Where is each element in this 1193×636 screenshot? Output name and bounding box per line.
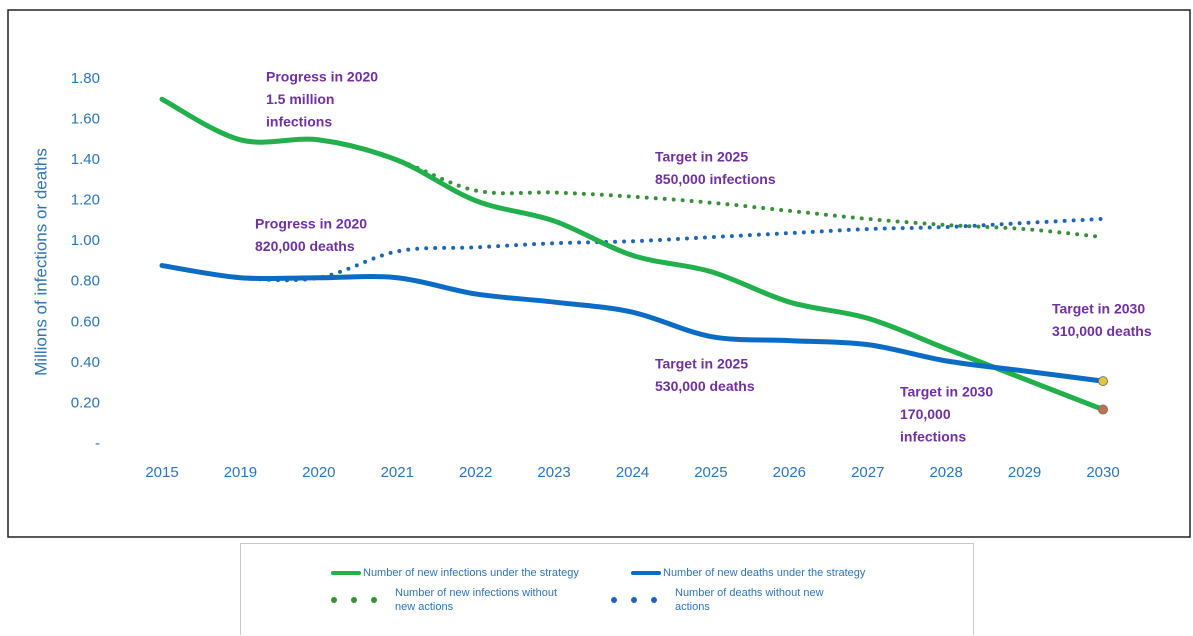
series-line — [160, 216, 1105, 283]
legend-dot — [371, 597, 377, 603]
annotation: Target in 2025 — [655, 149, 748, 165]
legend-dot — [651, 597, 657, 603]
annotation: 820,000 deaths — [255, 238, 355, 254]
x-tick-label: 2029 — [1008, 464, 1041, 481]
x-tick-label: 2027 — [851, 464, 884, 481]
legend-entry: Number of new deaths under the strategy — [631, 566, 865, 580]
x-tick-label: 2020 — [302, 464, 335, 481]
x-tick-label: 2025 — [694, 464, 727, 481]
legend: Number of new infections under the strat… — [240, 543, 974, 635]
legend-swatch — [631, 571, 661, 575]
x-tick-label: 2030 — [1086, 464, 1119, 481]
y-tick-label: 1.60 — [71, 111, 100, 128]
annotation: Progress in 2020 — [255, 216, 367, 232]
y-axis-label: Millions of infections or deaths — [31, 148, 50, 376]
y-tick-label: 1.00 — [71, 232, 100, 249]
chart-frame — [7, 9, 1191, 538]
legend-entry: Number of new infections under the strat… — [331, 566, 579, 580]
x-tick-label: 2015 — [145, 464, 178, 481]
annotation: Progress in 2020 — [266, 69, 378, 85]
annotation: Target in 2030 — [900, 384, 993, 400]
legend-swatch — [611, 597, 657, 603]
series-line — [159, 96, 1106, 413]
x-tick-label: 2023 — [537, 464, 570, 481]
y-tick-label: 0.20 — [71, 394, 100, 411]
y-tick-label: - — [95, 435, 100, 452]
end-marker — [1098, 404, 1108, 415]
series-line — [159, 263, 1106, 384]
legend-dot — [351, 597, 357, 603]
annotation: 530,000 deaths — [655, 378, 755, 394]
legend-entry: Number of deaths without new actions — [611, 586, 840, 614]
annotation: 310,000 deaths — [1052, 323, 1152, 339]
legend-dot — [331, 597, 337, 603]
y-tick-label: 0.80 — [71, 273, 100, 290]
legend-label: Number of new deaths under the strategy — [663, 567, 866, 579]
y-tick-label: 0.60 — [71, 313, 100, 330]
legend-dot — [611, 597, 617, 603]
annotation: infections — [900, 429, 966, 445]
y-tick-label: 1.40 — [71, 151, 100, 168]
y-tick-label: 1.80 — [71, 70, 100, 87]
legend-swatch — [331, 597, 377, 603]
legend-label: Number of new infections under the strat… — [363, 567, 579, 579]
end-marker — [1098, 376, 1108, 387]
x-tick-label: 2022 — [459, 464, 492, 481]
x-tick-label: 2024 — [616, 464, 649, 481]
y-tick-label: 1.20 — [71, 192, 100, 209]
x-tick-label: 2021 — [381, 464, 414, 481]
legend-swatch — [331, 571, 361, 575]
annotation: Target in 2025 — [655, 356, 748, 372]
annotation: infections — [266, 114, 332, 130]
legend-label: Number of deaths without new actions — [675, 587, 824, 613]
annotation: 170,000 — [900, 406, 951, 422]
annotation: 850,000 infections — [655, 171, 776, 187]
y-tick-label: 0.40 — [71, 354, 100, 371]
x-tick-label: 2028 — [929, 464, 962, 481]
legend-label: Number of new infections without new act… — [395, 587, 558, 613]
annotation: Target in 2030 — [1052, 301, 1145, 317]
x-tick-label: 2026 — [773, 464, 806, 481]
annotation: 1.5 million — [266, 91, 334, 107]
x-tick-label: 2019 — [224, 464, 257, 481]
legend-entry: Number of new infections without new act… — [331, 586, 560, 614]
legend-dot — [631, 597, 637, 603]
chart: Millions of infections or deaths - 0.20 0.… — [7, 9, 1191, 538]
